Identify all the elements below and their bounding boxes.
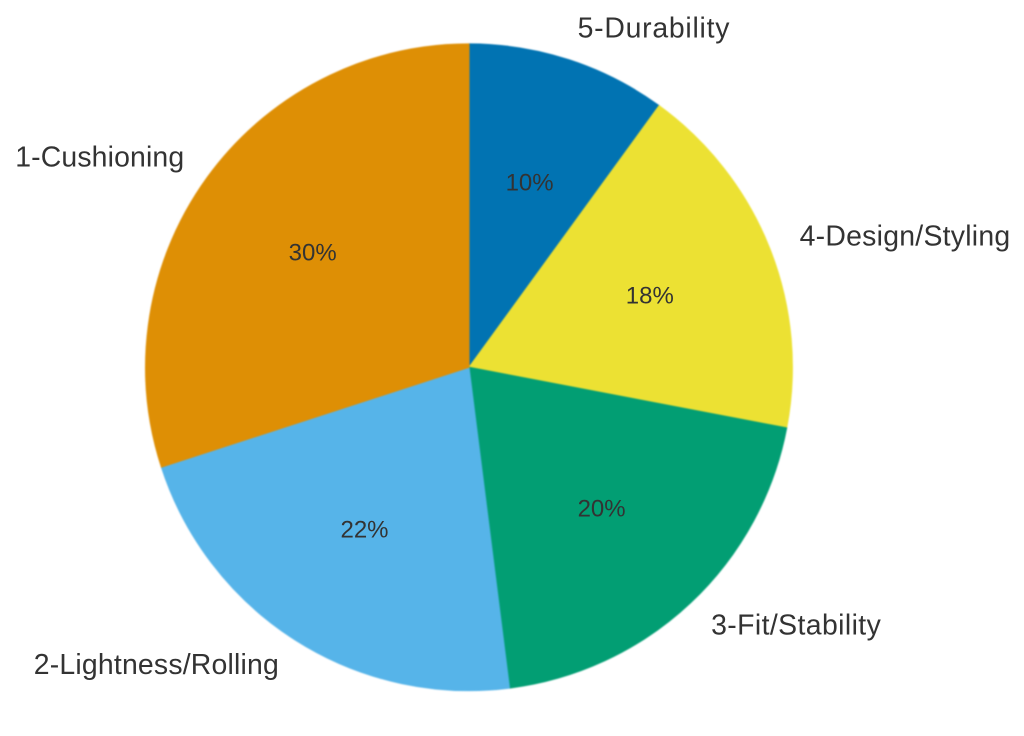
svg-text:22%: 22% (340, 517, 388, 544)
svg-text:10%: 10% (506, 170, 554, 197)
svg-text:1-Cushioning: 1-Cushioning (15, 142, 184, 174)
svg-text:18%: 18% (626, 283, 674, 310)
svg-text:5-Durability: 5-Durability (578, 12, 731, 44)
svg-text:4-Design/Styling: 4-Design/Styling (800, 221, 1011, 253)
svg-text:30%: 30% (289, 239, 337, 266)
svg-text:20%: 20% (578, 496, 626, 523)
svg-text:3-Fit/Stability: 3-Fit/Stability (711, 609, 881, 641)
svg-text:2-Lightness/Rolling: 2-Lightness/Rolling (34, 649, 279, 681)
